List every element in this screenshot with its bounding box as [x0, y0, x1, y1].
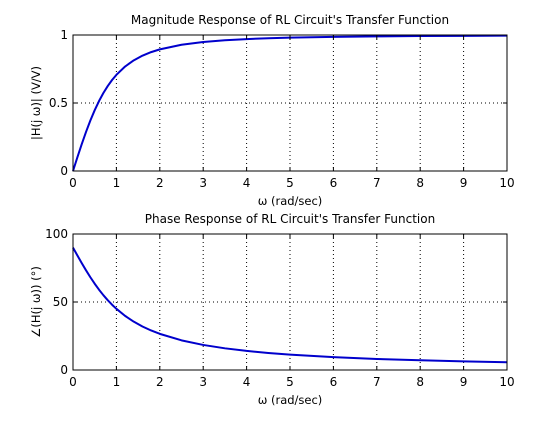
- y-tick-label: 0: [60, 363, 68, 377]
- x-tick-label: 6: [330, 375, 338, 389]
- x-tick-label: 10: [499, 176, 514, 190]
- x-tick-label: 6: [330, 176, 338, 190]
- x-tick-label: 4: [243, 176, 251, 190]
- magnitude-plot: 0 1 2 3 4 5 6 7 8 9 10 0 0.5 1 Magnitude Response of R…: [29, 13, 515, 208]
- x-tick-label: 0: [69, 176, 77, 190]
- y-tick-label: 0: [60, 164, 68, 178]
- x-tick-label: 3: [199, 176, 207, 190]
- chart-title: Magnitude Response of RL Circuit's Trans…: [131, 13, 449, 27]
- y-tick-label: 50: [53, 295, 68, 309]
- x-tick-label: 1: [113, 176, 121, 190]
- x-tick-label: 9: [460, 176, 468, 190]
- x-axis-label: ω (rad/sec): [258, 393, 323, 407]
- x-tick-label: 8: [416, 176, 424, 190]
- x-tick-label: 2: [156, 176, 164, 190]
- x-tick-label: 2: [156, 375, 164, 389]
- y-axis-label: |H(j ω)| (V/V): [29, 66, 43, 140]
- y-tick-label: 0.5: [49, 96, 68, 110]
- x-tick-label: 1: [113, 375, 121, 389]
- series-line: [72, 247, 508, 364]
- y-tick-label: 1: [60, 28, 68, 42]
- x-axis-label: ω (rad/sec): [258, 194, 323, 208]
- y-tick-label: 100: [45, 227, 68, 241]
- x-tick-label: 5: [286, 375, 294, 389]
- x-tick-label: 5: [286, 176, 294, 190]
- x-tick-label: 7: [373, 375, 381, 389]
- x-tick-label: 10: [499, 375, 514, 389]
- x-tick-label: 0: [69, 375, 77, 389]
- chart-title: Phase Response of RL Circuit's Transfer …: [145, 212, 435, 226]
- x-tick-label: 4: [243, 375, 251, 389]
- x-tick-label: 9: [460, 375, 468, 389]
- x-tick-label: 7: [373, 176, 381, 190]
- x-tick-label: 3: [199, 375, 207, 389]
- x-tick-label: 8: [416, 375, 424, 389]
- y-axis-label: ∠(H(j ω)) (°): [29, 266, 43, 338]
- series-line: [72, 34, 508, 172]
